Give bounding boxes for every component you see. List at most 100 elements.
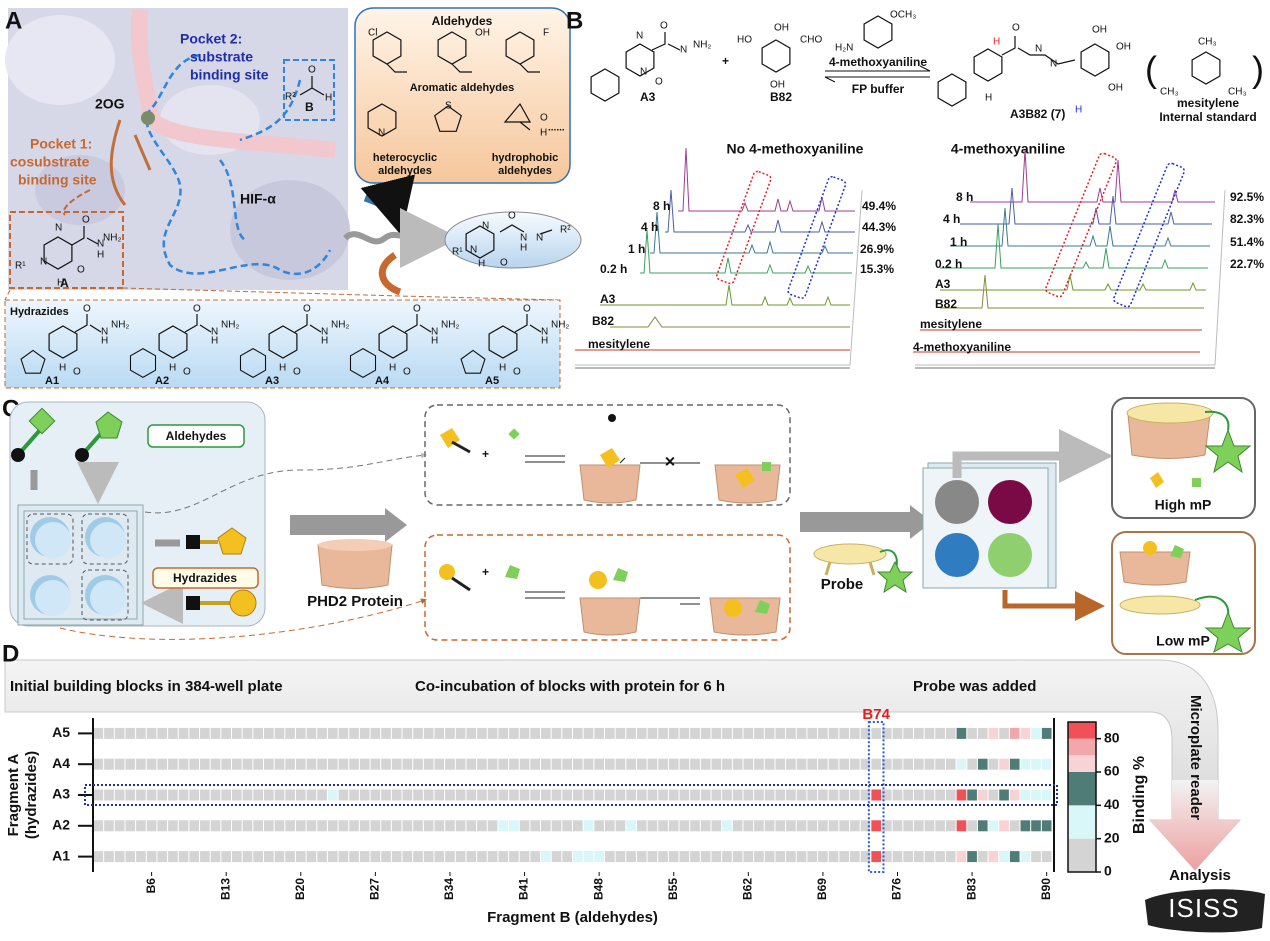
atom: N [431,327,438,338]
atom: H [325,93,332,104]
heat-cell [541,758,551,770]
heat-cell [519,851,530,863]
heat-cell [562,851,572,863]
heat-cell [423,789,434,801]
heat-cell [658,820,668,832]
heat-cell [370,727,381,739]
atom: N [1050,59,1057,70]
heat-cell [892,851,903,863]
atom: HO [737,35,752,46]
shape [600,284,850,306]
pocket-label: binding site [18,172,97,188]
shape [9,211,124,289]
heat-cell [274,789,285,801]
heat-cell [359,851,370,863]
heat-cell [189,789,200,801]
heat-cell [125,727,136,739]
atom: NH₂ [221,320,239,331]
atom: O [655,77,663,88]
heat-cell [285,789,295,801]
heat-cell [200,727,210,739]
shape [824,561,876,576]
heat-cell [263,820,274,832]
heat-cell [562,758,572,770]
yield-label: 15.3% [860,262,894,276]
heat-cell [445,851,455,863]
yield-label: 44.3% [862,220,896,234]
heat-cell [242,851,253,863]
heat-cell [359,789,370,801]
shape [650,211,853,254]
heat-cell [743,758,754,770]
heat-cell [711,851,722,863]
heat-cell [775,820,786,832]
heat-cell [615,758,626,770]
heat-cell [594,851,604,863]
heat-cell [1041,727,1052,739]
heat-cell [668,758,679,770]
bond [514,314,542,333]
colorbar-band [1068,772,1096,806]
heat-cell [775,758,786,770]
heat-cell [818,758,828,770]
shape [317,544,393,589]
heat-cell [104,727,114,739]
heat-cell [977,789,988,801]
atom: O [1012,23,1020,34]
shape [424,404,791,506]
atom: H [169,363,176,374]
atom: N [541,327,548,338]
heat-cell [413,727,423,739]
heat-cell [956,758,967,770]
shape [579,464,781,636]
highlight-row [84,784,1058,806]
shape [499,224,553,235]
heat-cell [935,789,945,801]
x-tick-label: B83 [964,878,978,900]
heat-cell [509,758,519,770]
protein-label: PHD2 Protein [307,593,403,610]
heat-cell [210,758,221,770]
heat-cell [200,851,210,863]
heat-cell [967,820,977,832]
heat-cell [327,820,338,832]
heat-cell [700,758,711,770]
step-label: Initial building blocks in 384-well plat… [10,678,283,695]
heat-cell [381,820,391,832]
heat-cell [136,758,146,770]
x-tick-label: B34 [442,878,456,900]
heat-cell [903,727,913,739]
shape [1127,414,1211,459]
heat-cell [775,727,786,739]
colorbar-band [1068,755,1096,772]
shape [525,455,700,464]
heat-cell [999,851,1009,863]
heat-cell [370,851,381,863]
heat-cell [977,851,988,863]
ring [863,15,893,49]
colorbar-tick-label: 60 [1104,763,1120,779]
trace-label: B82 [592,314,614,328]
ring [590,68,620,102]
heat-cell [168,820,178,832]
atom: CH₃ [1160,87,1179,98]
hydrazide-list: OONHNH₂HA1OONHNH₂HA2OONHNH₂HA3OONHNH₂HA4… [20,304,569,387]
heat-cell [455,820,466,832]
colorbar-tick-label: 20 [1104,829,1120,845]
heat-cell [743,727,754,739]
shape [619,457,626,464]
heat-cell [583,851,594,863]
heat-cell [487,758,498,770]
panel-d: D Initial building blocks in 384-well pl… [2,640,1265,933]
atom: N [636,31,643,42]
heat-cell [285,820,295,832]
heat-cell [956,727,967,739]
shape [360,174,415,236]
compound-name: A4 [375,375,390,387]
heat-cell [253,820,263,832]
shape [451,440,471,454]
heat-cell [604,758,615,770]
shape [95,411,123,439]
heat-cell [999,820,1009,832]
